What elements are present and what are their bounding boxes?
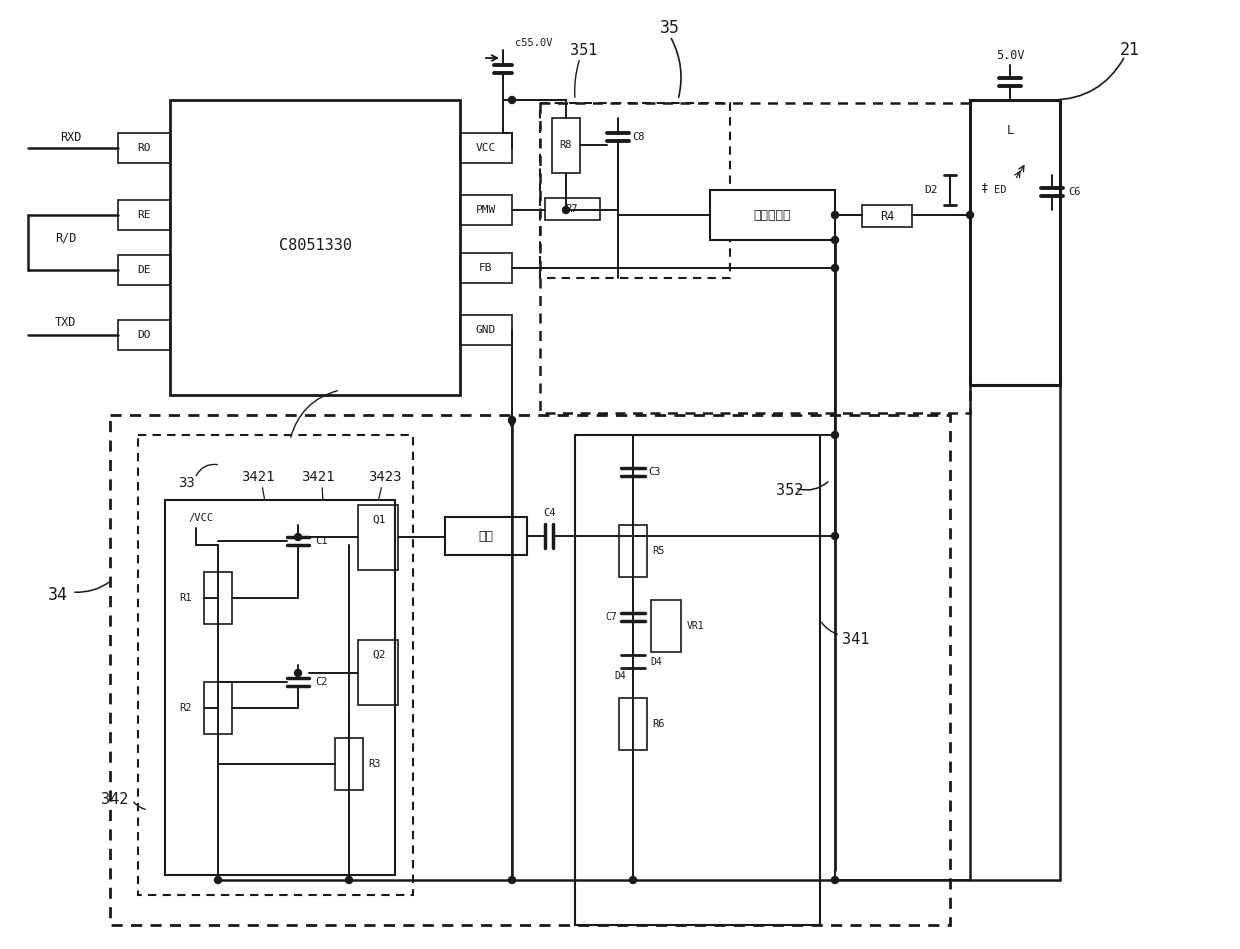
Circle shape: [630, 877, 636, 884]
Text: VCC: VCC: [476, 143, 496, 153]
Text: 3421: 3421: [301, 470, 335, 484]
Text: 3423: 3423: [368, 470, 402, 484]
Bar: [711, 190, 835, 240]
Bar: [118, 200, 170, 230]
Text: ED: ED: [993, 185, 1006, 195]
Bar: [110, 415, 950, 925]
Circle shape: [295, 669, 301, 677]
Bar: [460, 315, 512, 345]
Text: C8051330: C8051330: [279, 237, 351, 252]
Circle shape: [563, 207, 569, 214]
Text: 三相整流器: 三相整流器: [753, 209, 791, 221]
Circle shape: [346, 877, 352, 884]
Text: L: L: [1006, 123, 1014, 137]
Circle shape: [508, 97, 516, 103]
Text: FB: FB: [479, 263, 492, 273]
Text: 352: 352: [776, 482, 804, 497]
Bar: [970, 100, 1060, 385]
Circle shape: [966, 212, 973, 218]
Text: R2: R2: [180, 703, 192, 713]
Text: R1: R1: [180, 593, 192, 603]
Text: 351: 351: [570, 43, 598, 58]
Text: DO: DO: [138, 330, 151, 340]
Bar: [539, 103, 970, 413]
Text: 3421: 3421: [242, 470, 275, 484]
Text: C8: C8: [632, 132, 645, 142]
Circle shape: [832, 236, 838, 244]
Bar: [619, 698, 647, 750]
Circle shape: [832, 877, 838, 884]
Bar: [546, 198, 600, 220]
Text: 5.0V: 5.0V: [996, 48, 1024, 62]
Text: R7: R7: [565, 204, 578, 214]
Text: 33: 33: [179, 476, 195, 490]
Text: 341: 341: [842, 632, 869, 647]
Text: Q1: Q1: [372, 515, 386, 525]
Bar: [619, 525, 647, 577]
Bar: [358, 640, 398, 705]
Text: 34: 34: [48, 586, 68, 604]
Text: 负载: 负载: [479, 530, 494, 543]
Text: R8: R8: [559, 140, 572, 150]
Bar: [575, 435, 820, 925]
Bar: [460, 133, 512, 163]
Bar: [138, 435, 413, 895]
Text: RO: RO: [138, 143, 151, 153]
Circle shape: [508, 877, 516, 884]
Bar: [118, 133, 170, 163]
Bar: [460, 195, 512, 225]
Text: R5: R5: [652, 546, 665, 556]
Circle shape: [832, 265, 838, 271]
Bar: [165, 500, 396, 875]
Text: Q2: Q2: [372, 650, 386, 660]
Text: TXD: TXD: [55, 317, 77, 329]
Circle shape: [832, 212, 838, 218]
Bar: [335, 738, 363, 790]
Text: C3: C3: [649, 467, 661, 477]
Text: R3: R3: [368, 759, 381, 769]
Text: GND: GND: [476, 325, 496, 335]
Text: RE: RE: [138, 210, 151, 220]
Text: 35: 35: [660, 19, 680, 37]
Bar: [205, 682, 232, 734]
Text: C2: C2: [315, 677, 327, 687]
Text: D2: D2: [925, 185, 937, 195]
Text: 342: 342: [100, 792, 128, 808]
Text: C6: C6: [1068, 187, 1080, 197]
Text: R/D: R/D: [55, 232, 77, 245]
Text: PMW: PMW: [476, 205, 496, 215]
Bar: [118, 320, 170, 350]
Text: RXD: RXD: [60, 131, 82, 143]
Bar: [651, 600, 681, 652]
Text: R4: R4: [880, 210, 894, 222]
Bar: [205, 572, 232, 624]
Circle shape: [295, 533, 301, 541]
Text: C1: C1: [315, 536, 327, 546]
Text: c55.0V: c55.0V: [515, 38, 553, 48]
Bar: [862, 205, 911, 227]
Circle shape: [508, 417, 516, 423]
Bar: [552, 118, 580, 173]
Bar: [460, 253, 512, 283]
Text: C7: C7: [605, 612, 618, 622]
Bar: [170, 100, 460, 395]
Bar: [358, 505, 398, 570]
Text: /VCC: /VCC: [188, 513, 213, 523]
Circle shape: [832, 532, 838, 539]
Text: D4: D4: [614, 671, 626, 681]
Text: VR1: VR1: [687, 621, 704, 631]
Bar: [118, 255, 170, 285]
Bar: [445, 517, 527, 555]
Text: D4: D4: [650, 657, 662, 667]
Bar: [539, 103, 730, 278]
Text: 21: 21: [1120, 41, 1140, 59]
Text: DE: DE: [138, 265, 151, 275]
Circle shape: [832, 432, 838, 438]
Text: ‡: ‡: [981, 181, 988, 195]
Circle shape: [215, 877, 222, 884]
Text: R6: R6: [652, 719, 665, 729]
Text: C4: C4: [543, 508, 556, 518]
